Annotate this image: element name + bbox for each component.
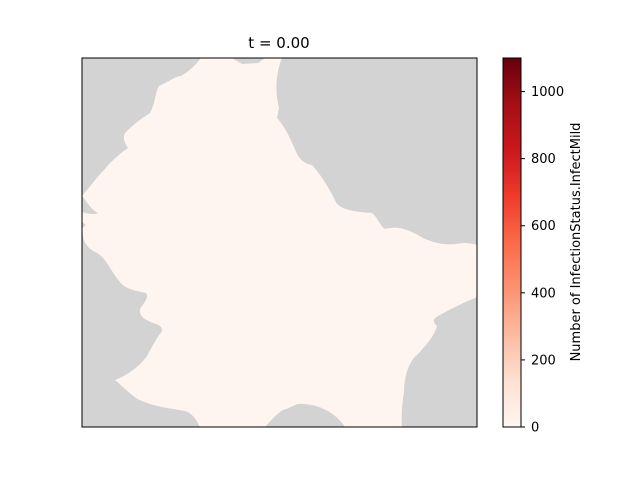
colorbar-tick-label: 400: [531, 286, 556, 301]
colorbar-tick-label: 200: [531, 353, 556, 368]
region-shape: [82, 58, 477, 427]
colorbar-tick-label: 1000: [531, 85, 564, 100]
colorbar-ticks: 0 200 400 600 800 1000: [521, 85, 564, 436]
map-frame: [81, 57, 478, 428]
colorbar-frame: [502, 57, 522, 428]
map-title: t = 0.00: [248, 34, 309, 52]
colorbar-tick-label: 600: [531, 219, 556, 234]
map-area: [81, 57, 478, 428]
colorbar: 0 200 400 600 800 1000: [502, 57, 564, 436]
colorbar-label: Number of InfectionStatus.InfectMild: [569, 123, 584, 362]
colorbar-tick-label: 800: [531, 152, 556, 167]
colorbar-tick-label: 0: [531, 421, 539, 436]
colorbar-gradient: [503, 58, 521, 427]
